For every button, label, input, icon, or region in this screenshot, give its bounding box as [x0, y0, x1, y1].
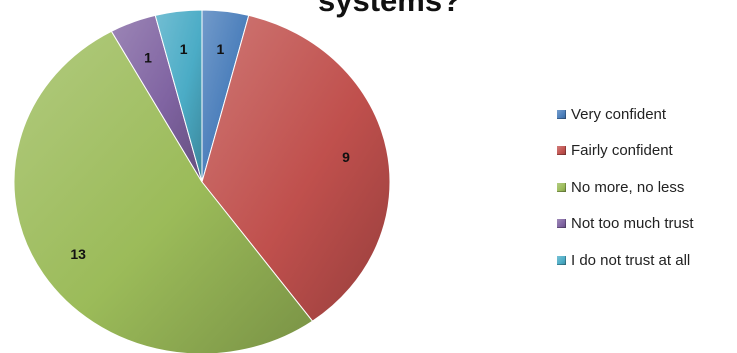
legend-label: No more, no less [571, 178, 685, 196]
legend-item: Very confident [557, 96, 694, 133]
pie-slice [201, 14, 391, 322]
legend-swatch [557, 255, 566, 265]
pie-slice [154, 9, 203, 183]
legend-swatch [557, 219, 566, 229]
legend-item: I do not trust at all [557, 242, 694, 279]
legend-swatch [557, 109, 566, 119]
legend-item: No more, no less [557, 169, 694, 206]
chart-legend: Very confident Fairly confident No more,… [557, 96, 694, 279]
legend-swatch [557, 182, 566, 192]
data-label: 1 [144, 49, 152, 65]
data-label: 13 [70, 246, 86, 262]
legend-item: Not too much trust [557, 206, 694, 243]
data-label: 1 [180, 41, 188, 57]
legend-item: Fairly confident [557, 133, 694, 170]
legend-label: Not too much trust [571, 215, 694, 233]
legend-label: I do not trust at all [571, 251, 691, 269]
data-label: 9 [342, 149, 350, 165]
data-label: 1 [216, 41, 224, 57]
legend-swatch [557, 146, 566, 156]
legend-label: Fairly confident [571, 142, 673, 160]
legend-label: Very confident [571, 105, 667, 123]
chart-title: systems? [318, 0, 462, 18]
pie-slice [13, 30, 314, 353]
